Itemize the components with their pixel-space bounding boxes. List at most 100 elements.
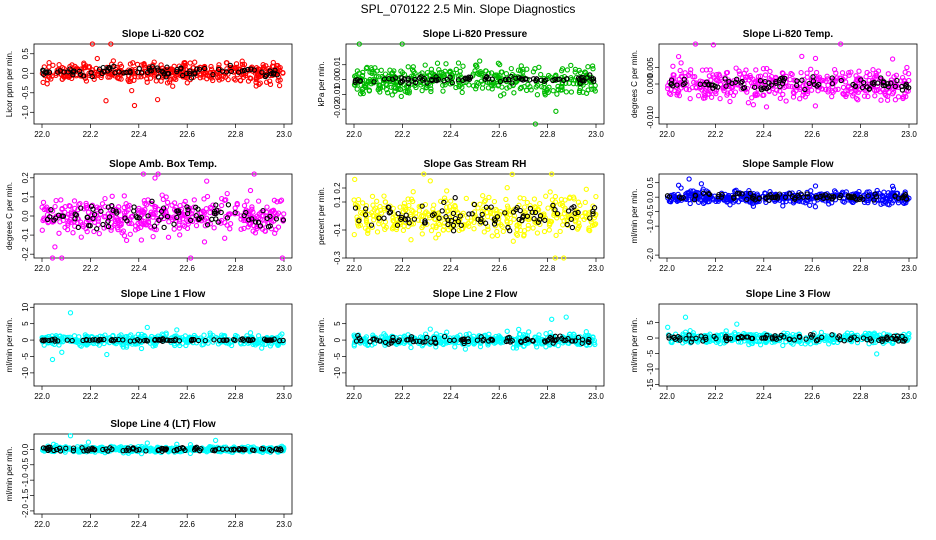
data-point (176, 218, 183, 224)
data-point (210, 77, 216, 84)
data-point (77, 68, 83, 74)
data-point (498, 340, 504, 346)
data-point (829, 336, 835, 343)
x-tick-label: 22.6 (804, 264, 820, 273)
y-tick-label: -1.5 (21, 488, 30, 502)
data-point (691, 79, 697, 86)
data-point (171, 221, 177, 227)
data-point (448, 218, 455, 224)
data-point (852, 83, 859, 90)
data-point (514, 232, 521, 238)
page-title: SPL_070122 2.5 Min. Slope Diagnostics (360, 2, 576, 16)
data-point (590, 66, 596, 72)
data-point (884, 196, 890, 203)
data-point (865, 199, 871, 206)
data-point (84, 228, 90, 235)
data-point (156, 336, 162, 343)
data-point (392, 75, 399, 81)
data-point (222, 235, 228, 241)
data-point (831, 188, 838, 194)
data-point (884, 97, 891, 103)
x-tick-label: 22.0 (34, 520, 50, 529)
data-point (394, 222, 401, 228)
data-point (267, 78, 273, 84)
data-point (426, 72, 433, 78)
data-point (530, 76, 537, 82)
data-point (783, 98, 789, 104)
data-point (690, 330, 696, 336)
data-point (117, 223, 123, 229)
data-point (365, 230, 371, 236)
data-point (486, 331, 492, 337)
data-point (585, 338, 591, 345)
data-point (846, 70, 852, 76)
data-point (518, 63, 524, 69)
data-point (87, 337, 93, 343)
data-point (799, 77, 805, 83)
data-point (65, 222, 71, 228)
data-point (867, 71, 873, 78)
data-point (471, 226, 477, 232)
data-point (174, 214, 180, 221)
data-point (534, 76, 540, 82)
panel-title: Slope Gas Stream RH (424, 159, 527, 170)
data-point (56, 62, 62, 68)
data-point (410, 338, 417, 345)
data-point (188, 75, 195, 81)
data-point (227, 62, 233, 69)
data-point (687, 200, 693, 207)
data-point (419, 213, 425, 219)
data-point (760, 335, 767, 341)
data-point (263, 72, 270, 78)
data-point (763, 195, 769, 202)
data-point (527, 84, 533, 90)
data-point (468, 338, 474, 345)
data-point (558, 68, 565, 74)
data-point (395, 210, 401, 217)
data-point (713, 335, 719, 342)
data-point (279, 255, 286, 261)
data-point (70, 230, 76, 236)
data-point (586, 339, 592, 346)
data-point (188, 337, 195, 343)
data-point (724, 92, 730, 98)
data-point (745, 191, 751, 197)
data-point (225, 76, 231, 83)
data-point (242, 72, 249, 79)
data-point (102, 195, 108, 202)
x-tick-label: 22.6 (179, 264, 195, 273)
data-point (436, 215, 442, 221)
data-point (821, 335, 828, 342)
data-point (866, 330, 872, 337)
data-point (804, 191, 810, 197)
data-point (81, 65, 87, 71)
data-point (131, 102, 138, 109)
data-point (486, 79, 493, 85)
y-tick-label: 0 (333, 337, 342, 342)
data-point (416, 208, 423, 214)
data-point (865, 193, 871, 199)
data-point (576, 67, 582, 74)
data-point (791, 337, 797, 343)
data-point (145, 216, 151, 222)
x-tick-label: 22.2 (83, 392, 99, 401)
data-point (380, 77, 386, 83)
data-point (675, 53, 682, 60)
data-point (165, 234, 172, 240)
data-point (356, 218, 362, 224)
data-point (848, 335, 854, 341)
data-point (438, 198, 444, 204)
data-point (733, 187, 739, 193)
data-point (390, 338, 397, 344)
data-point (270, 59, 276, 66)
data-point (810, 332, 816, 338)
data-point (716, 78, 722, 84)
data-point (46, 337, 52, 344)
data-point (508, 65, 514, 72)
data-point (733, 65, 739, 71)
data-point (413, 338, 419, 344)
data-point (843, 88, 849, 94)
y-tick-label: -5 (21, 352, 30, 360)
data-point (765, 84, 772, 90)
x-tick-label: 22.8 (228, 520, 244, 529)
